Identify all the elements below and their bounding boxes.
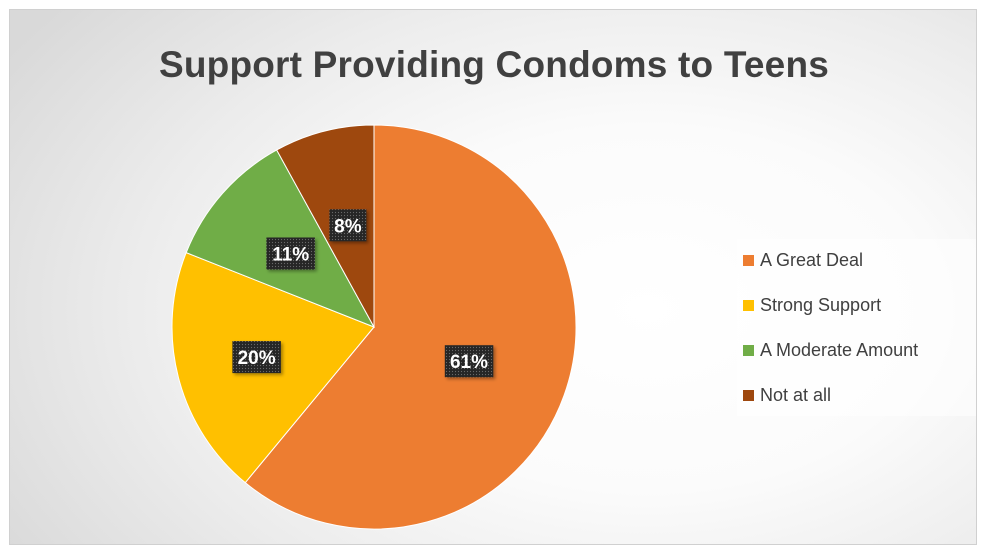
pie-slice bbox=[244, 124, 577, 530]
legend-item: Strong Support bbox=[743, 292, 881, 318]
legend-swatch bbox=[743, 299, 754, 311]
legend-item: Not at all bbox=[743, 382, 831, 408]
data-label-text: 11% bbox=[272, 245, 309, 266]
legend-item: A Great Deal bbox=[743, 247, 863, 273]
legend-label: A Moderate Amount bbox=[760, 339, 919, 360]
data-label-text: 8% bbox=[334, 216, 362, 237]
data-label-text: 20% bbox=[238, 348, 276, 369]
chart-area: Support Providing Condoms to Teens 61% 20… bbox=[9, 9, 977, 545]
data-label: 61% bbox=[444, 345, 494, 378]
data-label: 8% bbox=[329, 209, 367, 242]
pie-slice bbox=[276, 124, 375, 328]
legend-label: Strong Support bbox=[760, 294, 882, 315]
data-label: 20% bbox=[232, 341, 281, 374]
chart-legend: A Great Deal Strong Support A Moderate Amo… bbox=[737, 239, 976, 416]
data-label-text: 61% bbox=[450, 352, 488, 373]
legend-label: Not at all bbox=[760, 384, 832, 405]
data-label: 11% bbox=[266, 237, 315, 270]
legend-item: A Moderate Amount bbox=[743, 337, 918, 363]
legend-label: A Great Deal bbox=[760, 249, 864, 270]
legend-swatch bbox=[743, 389, 754, 401]
legend-swatch bbox=[743, 344, 754, 356]
pie-chart: 61% 20% 11% 8% bbox=[171, 124, 577, 530]
chart-title: Support Providing Condoms to Teens bbox=[158, 44, 830, 85]
legend-swatch bbox=[743, 254, 754, 266]
